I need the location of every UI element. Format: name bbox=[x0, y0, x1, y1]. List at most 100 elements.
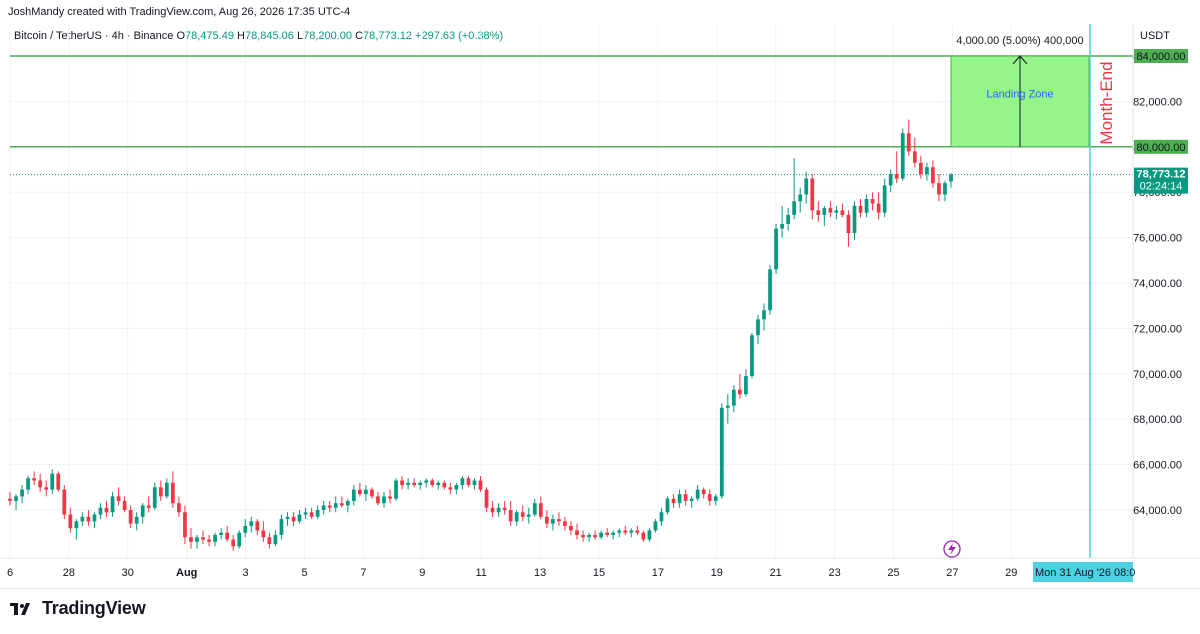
candle bbox=[677, 489, 682, 508]
candle bbox=[92, 512, 97, 529]
price-tick-label: 82,000.00 bbox=[1133, 96, 1182, 108]
time-tick-label: 7 bbox=[360, 567, 366, 579]
candle bbox=[394, 478, 398, 501]
candle bbox=[104, 500, 109, 517]
candle bbox=[768, 264, 772, 315]
candle bbox=[309, 507, 314, 520]
candle bbox=[949, 173, 953, 188]
candle bbox=[744, 369, 748, 397]
candle bbox=[725, 394, 730, 424]
candle bbox=[146, 496, 151, 513]
candle bbox=[659, 507, 664, 526]
candle bbox=[852, 201, 857, 240]
time-tick-labels: 6 28 30 Aug 3 5 7 9 11 13 15 17 19 21 23 25 27 29 bbox=[7, 567, 1017, 579]
candle bbox=[430, 478, 435, 488]
time-tick-label: 19 bbox=[711, 567, 723, 579]
tradingview-logo[interactable]: TradingView bbox=[10, 598, 146, 619]
candle bbox=[840, 203, 845, 218]
time-axis[interactable]: 6 28 30 Aug 3 5 7 9 11 13 15 17 19 21 23 25 27 29 Mon 31 … bbox=[0, 557, 1200, 582]
legend-high: 78,845.06 bbox=[244, 30, 294, 42]
month-end-marker[interactable]: Month-End bbox=[1089, 24, 1116, 558]
month-end-time: 08:0 bbox=[1114, 567, 1135, 579]
candle bbox=[140, 503, 145, 524]
candle bbox=[86, 510, 91, 526]
candle bbox=[213, 532, 217, 547]
level-badge-84000: 84,000.00 bbox=[1134, 49, 1188, 63]
candle bbox=[448, 482, 453, 495]
last-price-badge: 78,773.12 02:24:14 bbox=[1134, 167, 1188, 194]
candle bbox=[526, 507, 531, 524]
price-tick-label: 70,000.00 bbox=[1133, 369, 1182, 381]
candle bbox=[478, 475, 483, 492]
candle bbox=[713, 494, 718, 506]
level-badge-80000: 80,000.00 bbox=[1134, 139, 1188, 154]
price-tick-label: 68,000.00 bbox=[1133, 414, 1182, 426]
candle bbox=[665, 496, 670, 515]
legend-symbol: Bitcoin / TetherUS · 4h · Binance bbox=[14, 30, 174, 42]
candle bbox=[110, 491, 115, 517]
price-chart[interactable]: Landing Zone 4,000.00 (5.00%) 400,000 Mo… bbox=[0, 0, 1200, 588]
price-tick-labels: 64,000.00 66,000.00 68,000.00 70,000.00 72,0… bbox=[1133, 51, 1182, 517]
candle bbox=[56, 471, 61, 492]
candle bbox=[544, 510, 549, 529]
candle bbox=[695, 485, 700, 501]
candle bbox=[750, 332, 754, 379]
candle bbox=[418, 480, 423, 490]
candle bbox=[822, 205, 827, 227]
time-tick-label: Aug bbox=[176, 567, 197, 579]
candle bbox=[647, 528, 652, 542]
candle bbox=[925, 162, 929, 181]
time-tick-label: 28 bbox=[63, 567, 75, 579]
candle bbox=[134, 512, 139, 531]
legend-open-label: O bbox=[176, 30, 186, 42]
candle bbox=[931, 160, 935, 188]
candle bbox=[170, 471, 175, 508]
candle bbox=[593, 530, 597, 540]
candle bbox=[339, 496, 344, 508]
candle bbox=[442, 480, 447, 490]
candle bbox=[599, 530, 604, 540]
candle bbox=[128, 505, 133, 529]
candle bbox=[44, 480, 49, 497]
candle bbox=[20, 485, 24, 504]
candle bbox=[400, 475, 404, 490]
candle bbox=[731, 385, 736, 413]
candle bbox=[569, 521, 573, 535]
candle bbox=[225, 525, 230, 542]
candle bbox=[719, 403, 724, 499]
legend-close: 78,773.12 bbox=[363, 30, 412, 42]
landing-zone[interactable]: Landing Zone 4,000.00 (5.00%) 400,000 bbox=[950, 35, 1090, 148]
price-tick-label: 76,000.00 bbox=[1133, 233, 1182, 245]
candle bbox=[551, 514, 555, 531]
candle bbox=[870, 192, 875, 211]
candle bbox=[8, 491, 12, 506]
time-tick-label: 9 bbox=[419, 567, 425, 579]
month-end-date-badge bbox=[1033, 562, 1133, 582]
candle bbox=[249, 516, 254, 533]
candle bbox=[189, 528, 193, 549]
candle bbox=[798, 187, 803, 213]
time-tick-label: 23 bbox=[828, 567, 840, 579]
price-tick-label: 74,000.00 bbox=[1133, 278, 1182, 290]
time-tick-label: 13 bbox=[534, 567, 546, 579]
candle bbox=[388, 489, 392, 504]
candle bbox=[50, 469, 55, 495]
candle bbox=[376, 491, 380, 506]
candle bbox=[538, 496, 543, 520]
candle bbox=[906, 119, 911, 156]
price-axis[interactable]: USDT 64,000.00 66,000.00 68,000.00 70,000.0… bbox=[1132, 24, 1188, 558]
axis-currency: USDT bbox=[1140, 30, 1170, 42]
candle bbox=[152, 482, 157, 510]
candle bbox=[183, 505, 187, 545]
candle bbox=[671, 494, 676, 508]
candle bbox=[158, 480, 163, 501]
level-badge-84000-text: 84,000.00 bbox=[1137, 51, 1186, 63]
candle bbox=[74, 519, 79, 540]
lightning-icon[interactable] bbox=[943, 540, 961, 558]
candle bbox=[858, 199, 863, 218]
candle bbox=[623, 525, 628, 535]
candle bbox=[315, 505, 320, 520]
candle bbox=[888, 169, 893, 193]
candle bbox=[834, 205, 839, 220]
candle bbox=[62, 485, 67, 520]
